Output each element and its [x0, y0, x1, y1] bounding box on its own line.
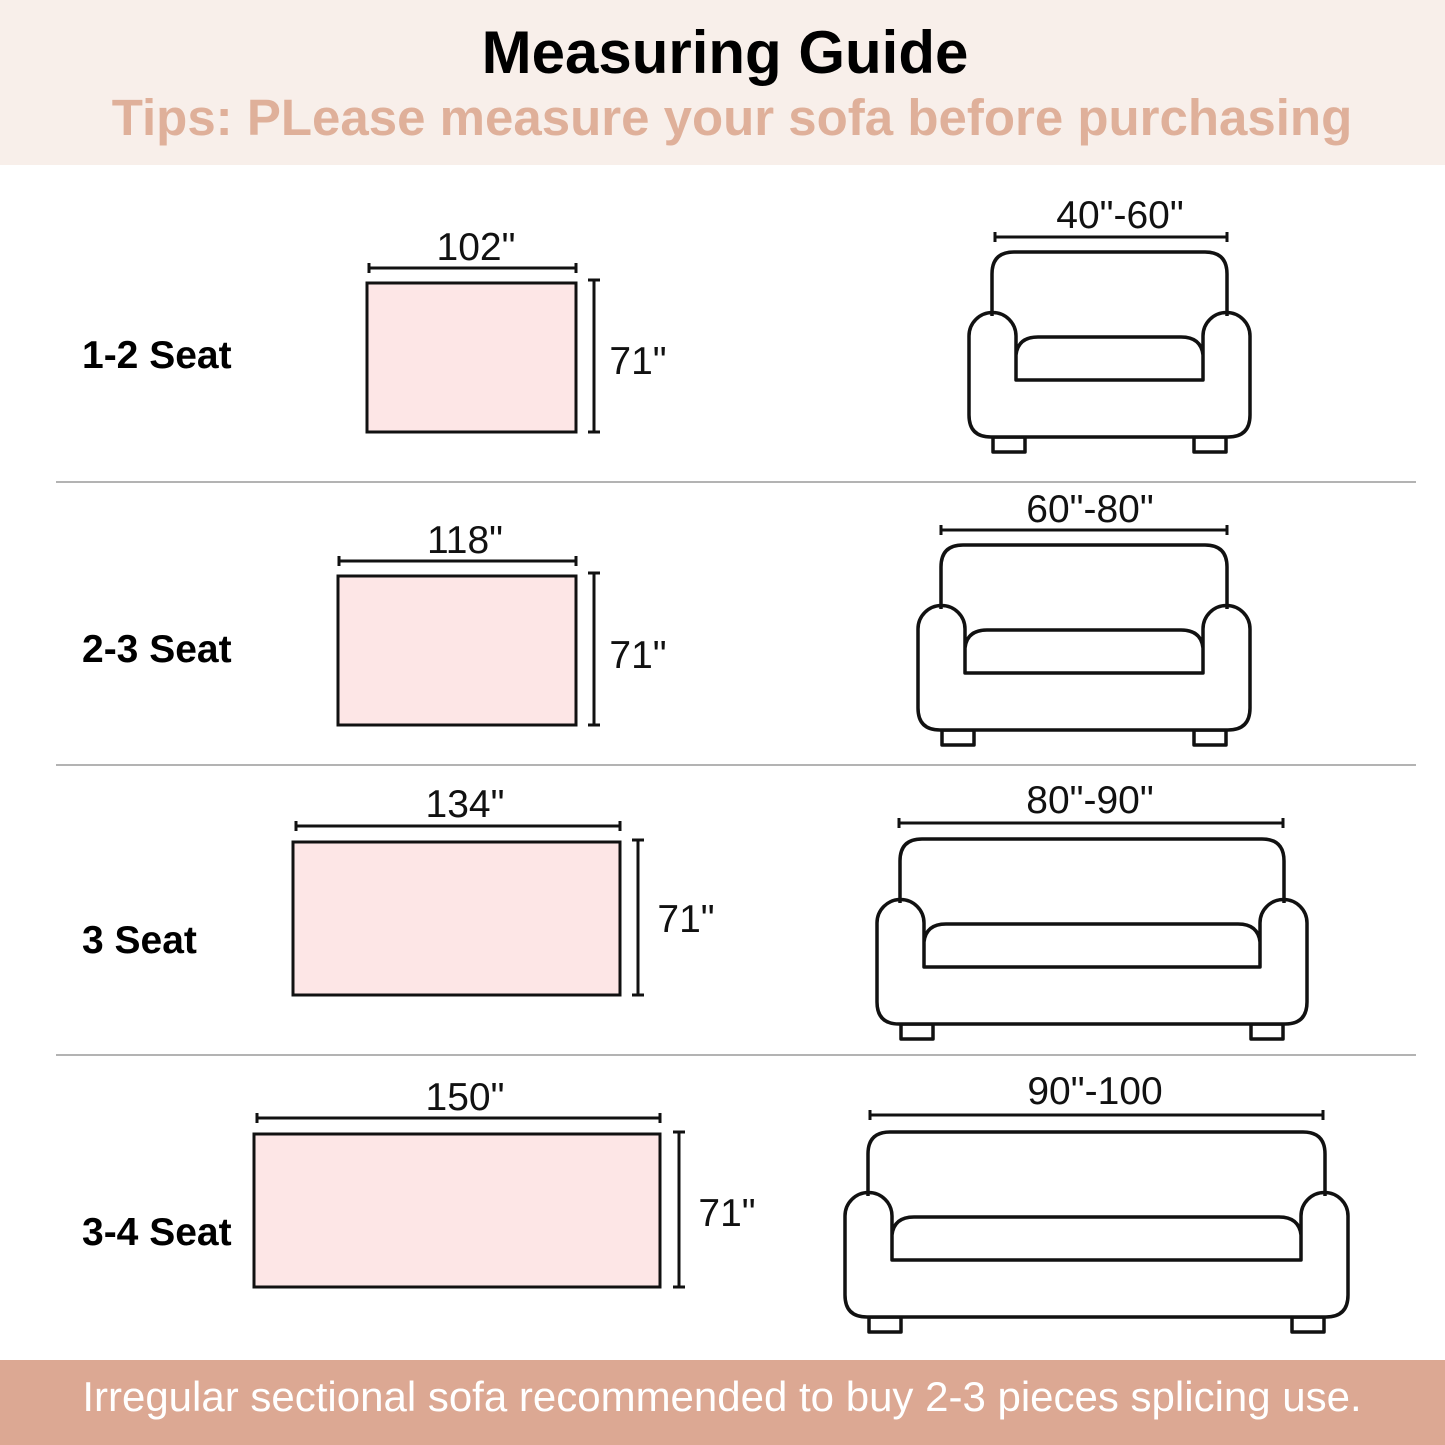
- sofa-width-label: 80"-90": [1026, 779, 1153, 822]
- size-row: 2-3 Seat 118" 71" 60"-80": [82, 488, 1252, 747]
- size-row: 3-4 Seat 150" 71" 90"-100: [82, 1070, 1350, 1334]
- height-dimension-line: [673, 1130, 685, 1289]
- sofa-width-label: 90"-100: [1027, 1070, 1162, 1113]
- height-dimension-line: [588, 278, 600, 434]
- cover-width-label: 150": [426, 1076, 505, 1119]
- width-dimension-line: [294, 821, 622, 831]
- sofa-cover-shape: [336, 574, 578, 727]
- page-title: Measuring Guide: [482, 19, 969, 86]
- footer-band: [0, 1360, 1445, 1445]
- sofa-width-label: 60"-80": [1026, 488, 1153, 531]
- cover-height-label: 71": [657, 898, 714, 941]
- sofa-icon: [916, 543, 1252, 747]
- header-band: [0, 0, 1445, 165]
- sofa-width-dimension-line: [868, 1110, 1325, 1120]
- cover-width-label: 118": [427, 519, 503, 562]
- sofa-icon: [967, 250, 1252, 454]
- sofa-cover-shape: [252, 1132, 662, 1289]
- tips-text: Tips: PLease measure your sofa before pu…: [112, 89, 1352, 146]
- seat-label: 1-2 Seat: [82, 334, 232, 377]
- sofa-cover-shape: [291, 840, 622, 997]
- sofa-width-dimension-line: [993, 232, 1229, 242]
- cover-height-label: 71": [609, 340, 666, 383]
- cover-width-label: 134": [426, 783, 505, 826]
- cover-width-label: 102": [437, 226, 516, 269]
- sofa-icon: [875, 837, 1309, 1041]
- sofa-width-label: 40"-60": [1056, 194, 1183, 237]
- width-dimension-line: [255, 1113, 662, 1123]
- seat-label: 3 Seat: [82, 919, 197, 962]
- seat-label: 3-4 Seat: [82, 1211, 232, 1254]
- sofa-cover-shape: [365, 281, 578, 434]
- size-row: 1-2 Seat 102" 71" 40"-60": [82, 194, 1252, 454]
- footer-note: Irregular sectional sofa recommended to …: [82, 1373, 1361, 1420]
- seat-label: 2-3 Seat: [82, 628, 232, 671]
- width-dimension-line: [337, 556, 578, 566]
- size-rows: 1-2 Seat 102" 71" 40"-60" 2-3 Seat 118" 71" 60"…: [56, 194, 1416, 1334]
- height-dimension-line: [588, 571, 600, 727]
- sofa-icon: [843, 1130, 1350, 1334]
- cover-height-label: 71": [609, 634, 666, 677]
- size-row: 3 Seat 134" 71" 80"-90": [82, 779, 1309, 1041]
- width-dimension-line: [367, 263, 578, 273]
- height-dimension-line: [632, 838, 644, 997]
- sofa-width-dimension-line: [897, 818, 1285, 828]
- cover-height-label: 71": [698, 1192, 755, 1235]
- sofa-width-dimension-line: [939, 525, 1229, 535]
